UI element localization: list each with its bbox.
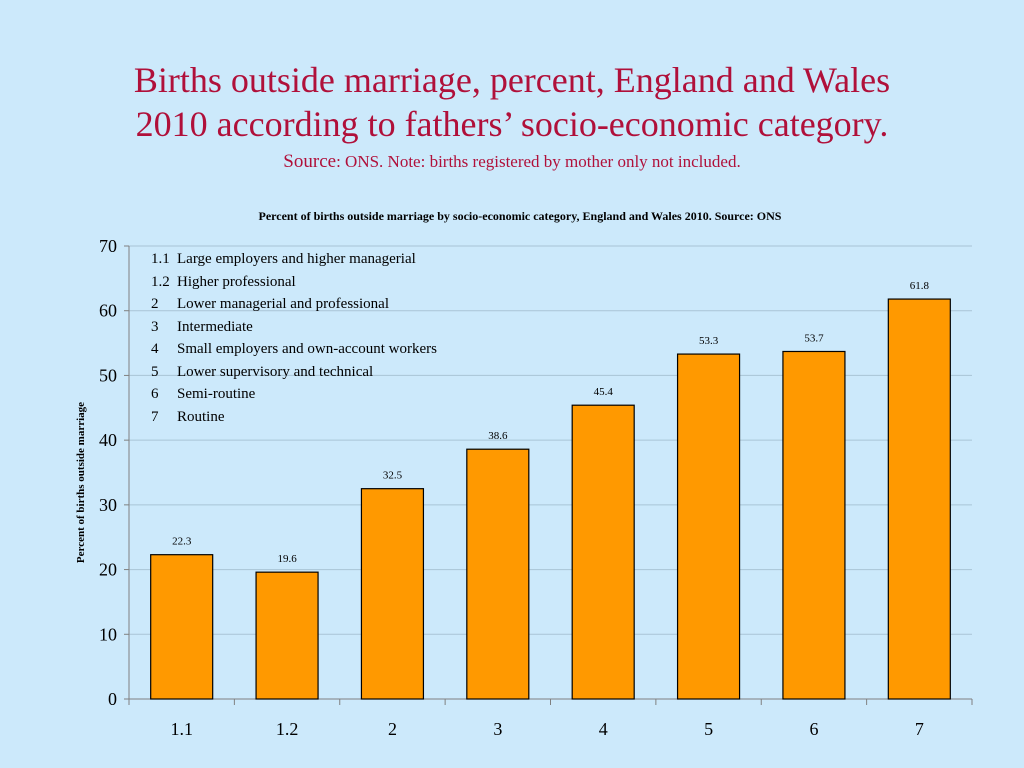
- legend-item-code: 1.2: [151, 273, 170, 290]
- legend-item-code: 4: [151, 341, 159, 357]
- legend-item-code: 7: [151, 408, 159, 425]
- legend-item-code: 6: [151, 386, 159, 402]
- bar: [150, 554, 214, 700]
- legend-item: 1.2 Higher professional: [151, 271, 441, 294]
- x-tick-label: 2: [388, 719, 397, 739]
- legend-item: 3 Intermediate: [151, 316, 441, 339]
- legend-item: 2 Lower managerial and professional: [151, 293, 441, 316]
- data-label: 38.6: [488, 430, 508, 442]
- legend-item-text: Small employers and own-account workers: [177, 341, 437, 357]
- legend-item-code: 2: [151, 296, 159, 312]
- data-label: 19.6: [277, 553, 297, 565]
- data-label: 53.7: [804, 332, 824, 344]
- legend-item-text: Semi-routine: [177, 386, 256, 402]
- data-label: 61.8: [910, 280, 930, 292]
- y-tick-label: 50: [99, 365, 117, 385]
- data-label: 45.4: [594, 386, 614, 398]
- legend-item-code: 5: [151, 363, 159, 380]
- bar: [360, 488, 425, 700]
- chart-legend: 1.1 Large employers and higher managerial…: [151, 248, 441, 428]
- legend-item-text: Large employers and higher managerial: [177, 251, 416, 267]
- bar: [887, 298, 951, 700]
- y-tick-label: 30: [99, 495, 117, 515]
- legend-item: 7 Routine: [151, 406, 441, 429]
- legend-item-text: Intermediate: [177, 318, 253, 335]
- x-tick-label: 4: [599, 719, 608, 739]
- y-tick-label: 40: [99, 430, 117, 450]
- chart-title: Percent of births outside marriage by so…: [258, 209, 782, 223]
- legend-item-text: Routine: [177, 408, 225, 425]
- y-tick-label: 10: [99, 624, 117, 644]
- data-label: 22.3: [172, 536, 192, 548]
- source-label: Source: [283, 151, 337, 172]
- y-axis-label: Percent of births outside marriage: [75, 402, 87, 563]
- legend-item: 5 Lower supervisory and technical: [151, 361, 441, 384]
- slide-title: Births outside marriage, percent, Englan…: [0, 58, 1024, 146]
- source-text: : ONS. Note: births registered by mother…: [336, 152, 741, 171]
- x-tick-label: 3: [493, 719, 502, 739]
- legend-item-text: Lower managerial and professional: [177, 296, 389, 312]
- bar: [782, 350, 846, 700]
- y-tick-label: 70: [99, 236, 117, 256]
- data-label: 53.3: [699, 335, 719, 347]
- data-label: 32.5: [383, 470, 403, 482]
- legend-item-code: 1.1: [151, 251, 170, 267]
- legend-item-code: 3: [151, 318, 159, 335]
- slide-source: Source: ONS. Note: births registered by …: [0, 151, 1024, 173]
- y-tick-label: 0: [108, 689, 117, 709]
- y-tick-label: 60: [99, 301, 117, 321]
- bar: [676, 353, 741, 700]
- x-tick-label: 6: [809, 719, 818, 739]
- x-tick-label: 1.2: [276, 719, 299, 739]
- bar: [255, 571, 319, 700]
- x-tick-label: 1.1: [170, 719, 193, 739]
- legend-item: 4 Small employers and own-account workers: [151, 338, 441, 361]
- x-tick-label: 7: [915, 719, 924, 739]
- legend-item-text: Lower supervisory and technical: [177, 363, 374, 380]
- bar: [571, 404, 635, 700]
- legend-item-text: Higher professional: [177, 273, 296, 290]
- y-tick-label: 20: [99, 560, 117, 580]
- bar: [466, 448, 530, 700]
- x-tick-label: 5: [704, 719, 713, 739]
- legend-item: 6 Semi-routine: [151, 383, 441, 406]
- slide-title-line-2: 2010 according to fathers’ socio-economi…: [135, 104, 889, 144]
- slide-title-line-1: Births outside marriage, percent, Englan…: [133, 60, 891, 100]
- legend-item: 1.1 Large employers and higher managerial: [151, 248, 441, 271]
